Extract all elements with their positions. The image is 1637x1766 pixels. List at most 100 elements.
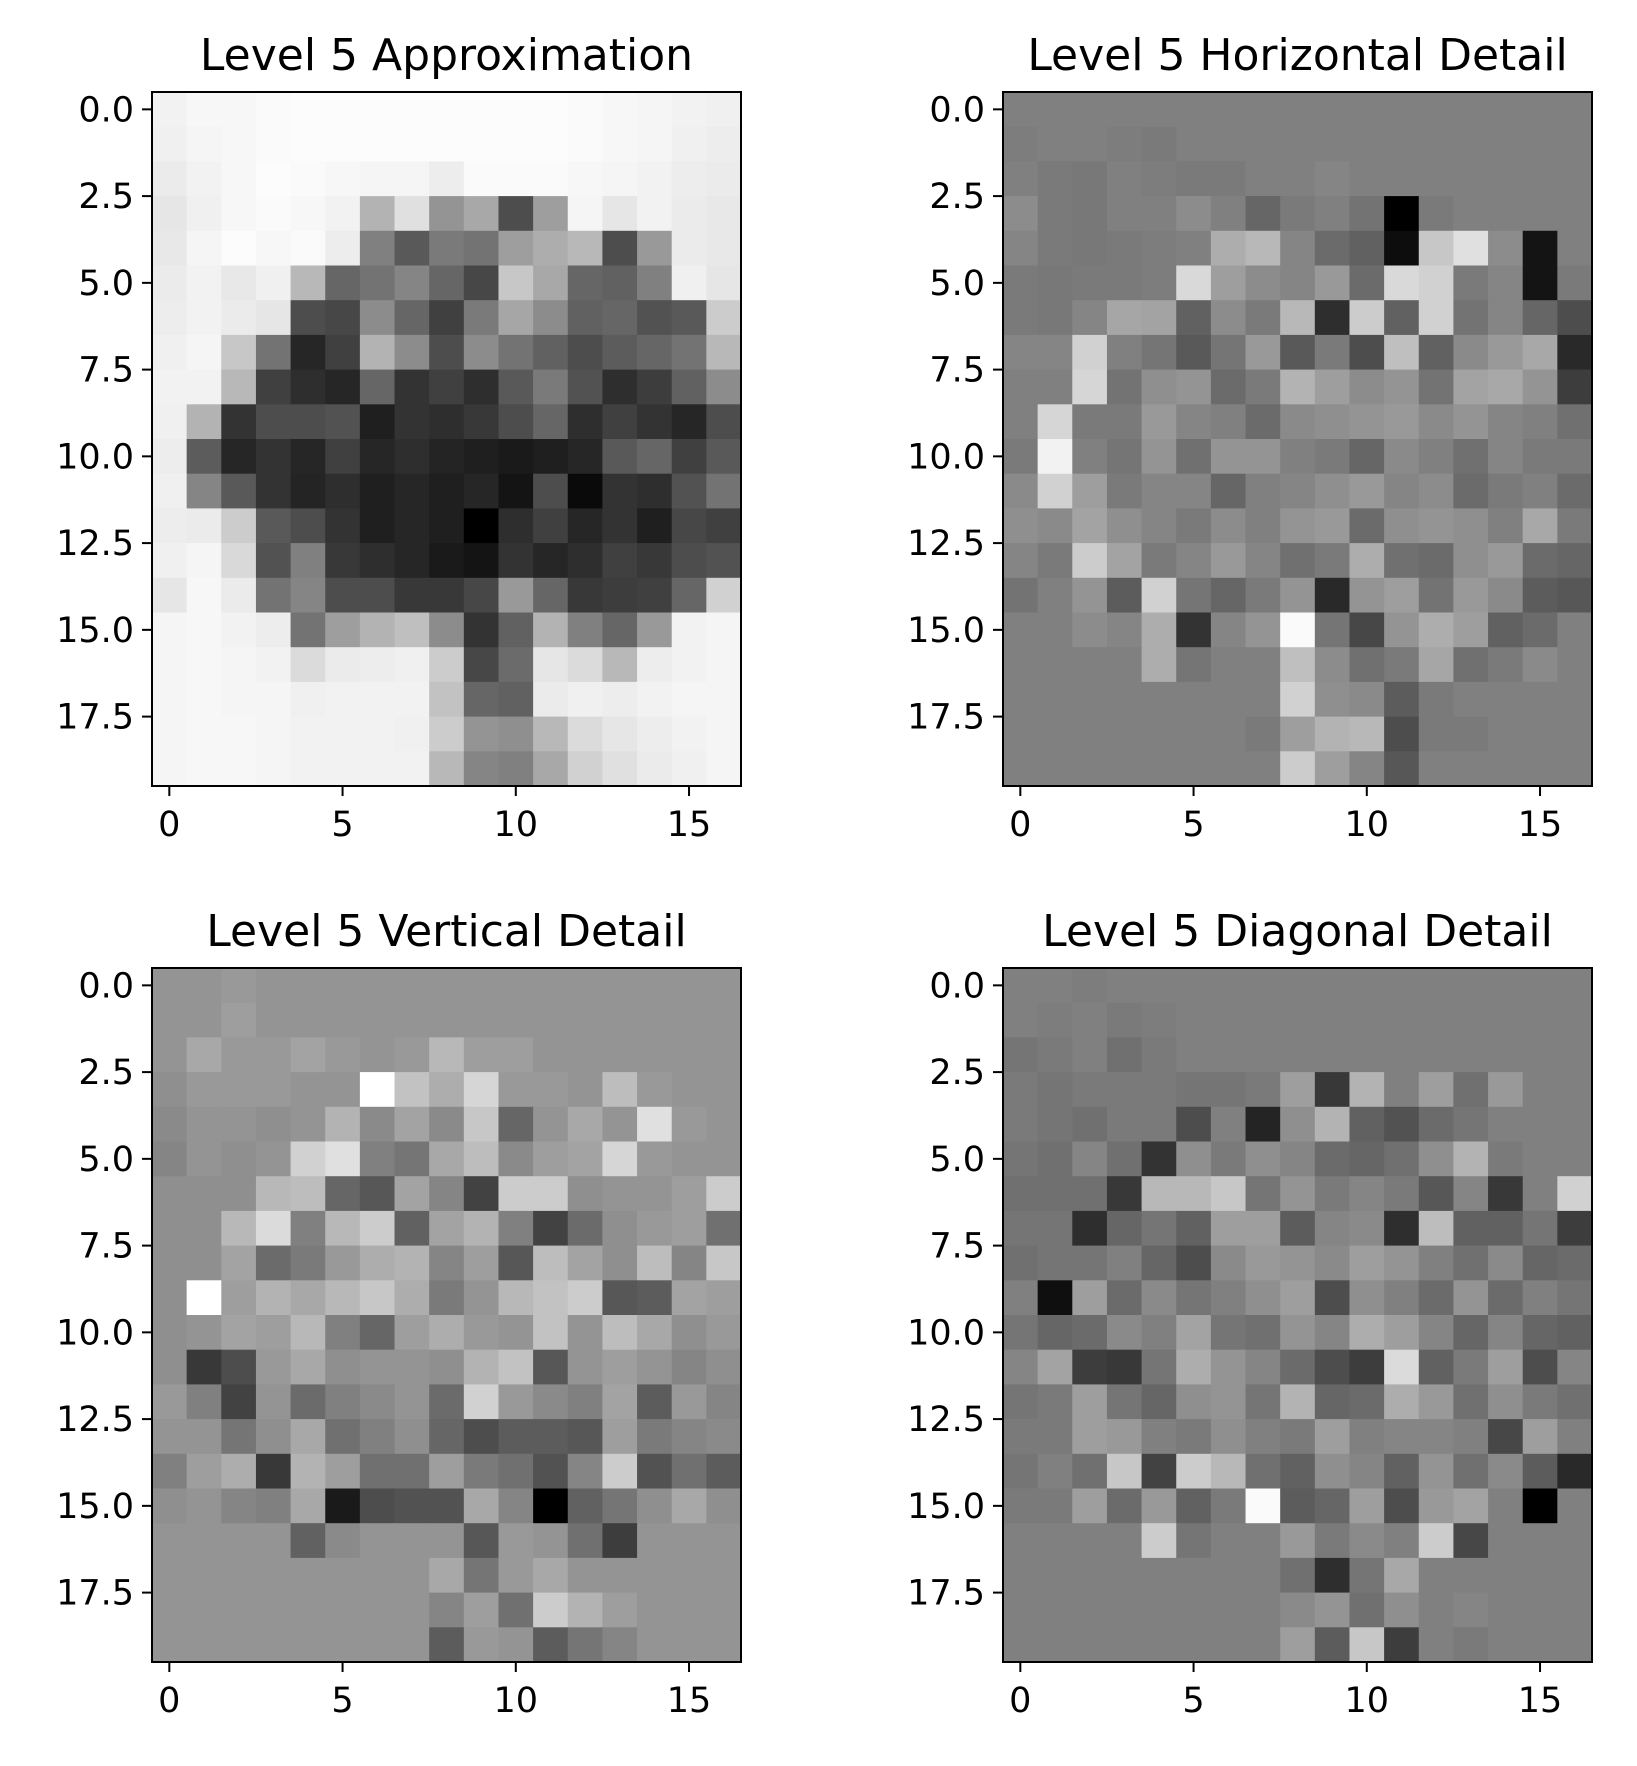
heatmap-cell xyxy=(1557,1210,1593,1247)
heatmap-cell xyxy=(463,1627,500,1663)
x-tick-label: 10 xyxy=(1345,1681,1390,1721)
heatmap-cell xyxy=(533,1488,569,1524)
heatmap-cell xyxy=(1488,1627,1524,1663)
heatmap-cell xyxy=(429,1176,465,1212)
heatmap-cell xyxy=(1453,265,1489,301)
heatmap-cell xyxy=(221,126,257,162)
heatmap-cell xyxy=(1003,1592,1039,1628)
heatmap-cell xyxy=(1141,300,1177,336)
heatmap-cell xyxy=(359,577,396,614)
heatmap-cell xyxy=(359,1176,396,1212)
heatmap-cell xyxy=(567,126,604,162)
heatmap-cell xyxy=(1488,751,1524,787)
heatmap-cell xyxy=(637,647,673,683)
heatmap-cell xyxy=(394,577,430,614)
heatmap-cell xyxy=(671,1523,707,1559)
heatmap-cell xyxy=(429,1557,465,1594)
heatmap-cell xyxy=(1488,612,1524,648)
heatmap-cell xyxy=(1314,300,1351,336)
heatmap-cell xyxy=(1557,647,1593,683)
heatmap-cell xyxy=(255,751,292,787)
heatmap-cell xyxy=(602,300,638,336)
heatmap-cell xyxy=(1003,473,1039,509)
heatmap-cell xyxy=(533,1557,569,1594)
heatmap-cell xyxy=(1384,300,1420,336)
heatmap-cell xyxy=(1384,230,1420,267)
heatmap-cell xyxy=(671,508,707,544)
heatmap-cell xyxy=(1141,439,1177,475)
heatmap-cell xyxy=(1141,1627,1177,1663)
heatmap-cell xyxy=(1280,1384,1316,1420)
heatmap-cell xyxy=(1488,1141,1524,1177)
heatmap-cell xyxy=(152,543,188,579)
heatmap-cell xyxy=(1314,1419,1351,1455)
x-tick-label: 0 xyxy=(158,1681,180,1721)
heatmap-cell xyxy=(1314,1488,1351,1524)
heatmap-cell xyxy=(1280,1072,1316,1108)
heatmap-cell xyxy=(1072,1141,1108,1177)
heatmap-cell xyxy=(637,369,673,405)
heatmap-cell xyxy=(290,612,326,648)
heatmap-cell xyxy=(1003,265,1039,301)
heatmap-cell xyxy=(1314,439,1351,475)
heatmap-cell xyxy=(706,161,742,197)
heatmap-cell xyxy=(1557,508,1593,544)
heatmap-cell xyxy=(1453,1106,1489,1143)
heatmap-cell xyxy=(1453,681,1489,718)
heatmap-cell xyxy=(1384,369,1420,405)
heatmap-cell xyxy=(1384,1176,1420,1212)
heatmap-cell xyxy=(255,404,292,440)
heatmap-cell xyxy=(1210,1315,1247,1351)
heatmap-cell xyxy=(255,265,292,301)
vertical-detail-subplot: Level 5 Vertical Detail 0 5 10 15 0.0 2.5 5.0 7… xyxy=(56,906,742,1721)
heatmap-cell xyxy=(498,1349,534,1385)
heatmap-cell xyxy=(1037,1072,1073,1108)
heatmap-cell xyxy=(1384,161,1420,197)
heatmap-cell xyxy=(325,265,361,301)
heatmap-cell xyxy=(1418,1384,1455,1420)
heatmap-cell xyxy=(325,577,361,614)
heatmap-cell xyxy=(706,543,742,579)
heatmap-cell xyxy=(429,369,465,405)
heatmap-cell xyxy=(1037,716,1073,752)
heatmap-cell xyxy=(152,92,188,128)
heatmap-cell xyxy=(498,334,534,371)
heatmap-cell xyxy=(394,1627,430,1663)
heatmap-cell xyxy=(290,161,326,197)
heatmap-cell xyxy=(463,716,500,752)
heatmap-cell xyxy=(429,1453,465,1490)
heatmap-cell xyxy=(290,265,326,301)
heatmap-cell xyxy=(1280,369,1316,405)
heatmap-cell xyxy=(706,300,742,336)
heatmap-cell xyxy=(1176,751,1212,787)
heatmap-cell xyxy=(602,126,638,162)
heatmap-cell xyxy=(1488,1419,1524,1455)
heatmap-cell xyxy=(1349,1488,1385,1524)
heatmap-cell xyxy=(1280,300,1316,336)
heatmap-cell xyxy=(1210,404,1247,440)
heatmap-cell xyxy=(1176,1176,1212,1212)
heatmap-cell xyxy=(325,681,361,718)
y-tick-label: 0.0 xyxy=(929,966,985,1006)
heatmap-cell xyxy=(671,1488,707,1524)
heatmap-cell xyxy=(637,1037,673,1073)
heatmap-cell xyxy=(498,473,534,509)
heatmap-cell xyxy=(152,1349,188,1385)
heatmap-cell xyxy=(1522,647,1558,683)
heatmap-cell xyxy=(1418,716,1455,752)
heatmap-cell xyxy=(671,1245,707,1281)
heatmap-cell xyxy=(1210,508,1247,544)
heatmap-cell xyxy=(1488,334,1524,371)
heatmap-cell xyxy=(359,716,396,752)
heatmap-cell xyxy=(1349,1106,1385,1143)
heatmap-cell xyxy=(602,1245,638,1281)
heatmap-cell xyxy=(221,161,257,197)
heatmap-cell xyxy=(152,1141,188,1177)
heatmap-cell xyxy=(671,265,707,301)
heatmap-cell xyxy=(1349,577,1385,614)
heatmap-cell xyxy=(706,126,742,162)
heatmap-cell xyxy=(533,369,569,405)
heatmap-cell xyxy=(152,1106,188,1143)
heatmap-cell xyxy=(1418,404,1455,440)
heatmap-cell xyxy=(1106,1245,1143,1281)
